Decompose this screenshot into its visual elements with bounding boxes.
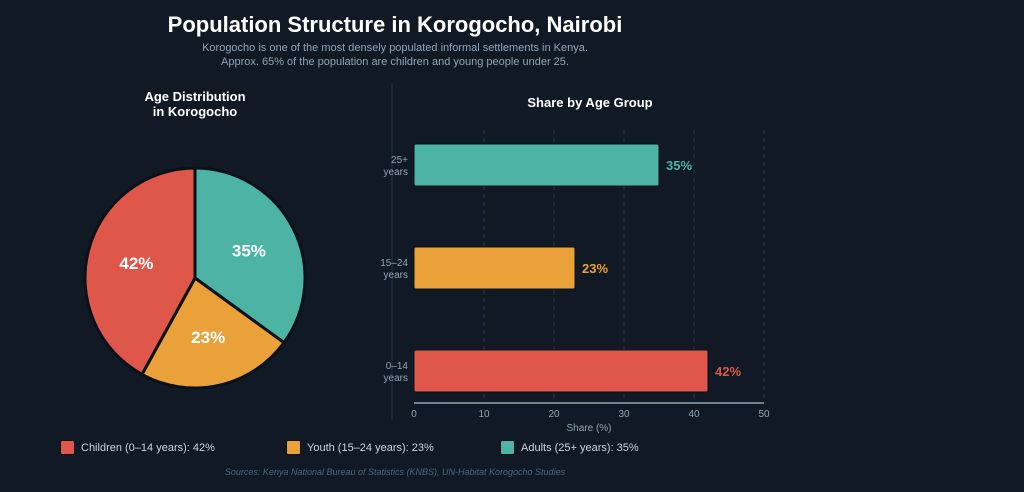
y-tick-label: years <box>384 373 408 384</box>
pie-chart: 35% 23% 42% <box>83 166 307 390</box>
legend-swatch <box>500 440 515 455</box>
x-axis-label: Share (%) <box>566 423 611 434</box>
y-tick-label: years <box>384 270 408 281</box>
subtitle-line: Approx. 65% of the population are childr… <box>221 56 569 68</box>
pie-slice <box>193 166 307 345</box>
subtitle-line: Korogocho is one of the most densely pop… <box>202 42 588 54</box>
legend-item-children: Children (0–14 years): 42% <box>60 440 215 455</box>
x-tick-label: 30 <box>618 409 630 420</box>
pie-slice <box>83 166 197 377</box>
x-tick-label: 0 <box>411 409 417 420</box>
x-tick-label: 50 <box>758 409 770 420</box>
x-tick-label: 10 <box>478 409 490 420</box>
pie-slice-label: 35% <box>232 242 266 261</box>
legend: Children (0–14 years): 42% Youth (15–24 … <box>60 440 760 456</box>
y-tick-label: 25+ <box>391 155 408 166</box>
pie-slice-label: 42% <box>119 254 153 273</box>
source-note: Sources: Kenya National Bureau of Statis… <box>224 467 566 477</box>
legend-item-youth: Youth (15–24 years): 23% <box>286 440 434 455</box>
legend-label: Adults (25+ years): 35% <box>521 441 639 454</box>
pie-title-line: in Korogocho <box>152 104 238 119</box>
bar-value-label: 42% <box>715 364 741 379</box>
bar-value-label: 23% <box>582 261 608 276</box>
legend-label: Children (0–14 years): 42% <box>81 441 215 454</box>
y-tick-label: 0–14 <box>386 361 409 372</box>
pie-slice <box>139 275 287 390</box>
bar-value-label: 35% <box>666 158 692 173</box>
page-subtitle: Korogocho is one of the most densely pop… <box>0 41 790 69</box>
x-tick-label: 40 <box>688 409 700 420</box>
page-title: Population Structure in Korogocho, Nairo… <box>167 12 623 37</box>
bar <box>413 246 576 290</box>
pie-chart-title: Age Distribution in Korogocho <box>95 89 295 119</box>
pie-title-line: Age Distribution <box>144 89 246 104</box>
bar-chart-title: Share by Age Group <box>527 95 653 110</box>
legend-item-adults: Adults (25+ years): 35% <box>500 440 639 455</box>
legend-label: Youth (15–24 years): 23% <box>307 441 434 454</box>
y-tick-label: years <box>384 167 408 178</box>
x-tick-label: 20 <box>548 409 560 420</box>
bar <box>413 143 660 187</box>
legend-swatch <box>60 440 75 455</box>
legend-swatch <box>286 440 301 455</box>
bar <box>413 349 709 393</box>
y-tick-label: 15–24 <box>380 258 408 269</box>
pie-slice-label: 23% <box>191 328 225 347</box>
